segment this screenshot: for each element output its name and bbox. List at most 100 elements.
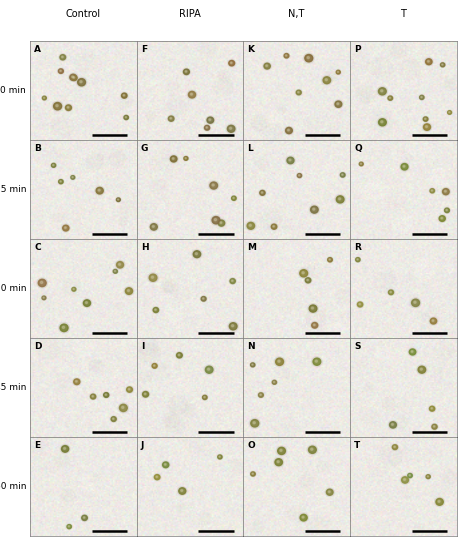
Text: 30 min: 30 min <box>0 284 26 293</box>
Circle shape <box>205 366 213 373</box>
Circle shape <box>400 162 409 171</box>
Circle shape <box>425 474 431 479</box>
Text: P: P <box>354 45 361 54</box>
Circle shape <box>73 288 74 289</box>
Circle shape <box>425 58 433 66</box>
Circle shape <box>430 189 435 193</box>
Circle shape <box>270 223 278 230</box>
Circle shape <box>60 181 61 182</box>
Circle shape <box>212 217 220 224</box>
Circle shape <box>447 110 452 115</box>
Circle shape <box>446 209 448 211</box>
Circle shape <box>417 365 427 375</box>
Circle shape <box>118 264 121 265</box>
Circle shape <box>309 305 317 312</box>
Circle shape <box>233 197 234 198</box>
Circle shape <box>231 324 234 327</box>
Circle shape <box>70 74 77 80</box>
Circle shape <box>232 196 236 201</box>
Circle shape <box>113 270 118 273</box>
Circle shape <box>119 404 127 412</box>
Circle shape <box>206 127 207 128</box>
Circle shape <box>305 54 313 62</box>
Circle shape <box>387 289 394 295</box>
Circle shape <box>41 295 46 300</box>
Text: L: L <box>247 144 253 153</box>
Circle shape <box>287 129 290 131</box>
Circle shape <box>126 386 134 393</box>
Circle shape <box>249 224 252 226</box>
Text: 60 min: 60 min <box>0 482 26 491</box>
Circle shape <box>387 95 393 101</box>
Circle shape <box>209 119 211 121</box>
Circle shape <box>379 119 386 126</box>
Circle shape <box>298 268 309 278</box>
Circle shape <box>122 93 127 98</box>
Circle shape <box>424 124 431 130</box>
Circle shape <box>300 514 307 521</box>
Circle shape <box>313 208 315 210</box>
Circle shape <box>229 278 236 285</box>
Circle shape <box>334 100 343 108</box>
Circle shape <box>98 189 100 191</box>
Circle shape <box>264 63 270 69</box>
Circle shape <box>156 476 157 478</box>
Circle shape <box>56 105 58 107</box>
Circle shape <box>152 225 154 227</box>
Circle shape <box>285 55 287 56</box>
Circle shape <box>64 104 73 112</box>
Circle shape <box>115 260 125 269</box>
Circle shape <box>58 179 64 184</box>
Circle shape <box>322 75 332 85</box>
Circle shape <box>252 473 253 474</box>
Circle shape <box>336 70 340 74</box>
Circle shape <box>60 54 66 60</box>
Text: T: T <box>354 441 360 450</box>
Circle shape <box>297 92 299 93</box>
Circle shape <box>403 165 405 167</box>
Circle shape <box>228 321 238 331</box>
Circle shape <box>71 287 77 292</box>
Circle shape <box>44 97 45 98</box>
Text: D: D <box>34 342 42 351</box>
Circle shape <box>439 216 445 222</box>
Circle shape <box>419 95 425 100</box>
Circle shape <box>73 77 75 78</box>
Circle shape <box>276 358 284 365</box>
Circle shape <box>82 515 87 521</box>
Circle shape <box>381 121 383 123</box>
Circle shape <box>226 124 236 134</box>
Circle shape <box>111 417 116 421</box>
Circle shape <box>52 101 63 111</box>
Circle shape <box>263 62 271 70</box>
Circle shape <box>420 368 422 370</box>
Circle shape <box>403 479 406 480</box>
Circle shape <box>392 424 393 425</box>
Circle shape <box>400 475 410 484</box>
Circle shape <box>63 225 69 231</box>
Circle shape <box>149 274 157 281</box>
Circle shape <box>189 92 196 98</box>
Circle shape <box>105 394 106 396</box>
Circle shape <box>123 94 125 96</box>
Circle shape <box>425 59 432 65</box>
Circle shape <box>37 278 48 288</box>
Circle shape <box>117 198 120 202</box>
Text: E: E <box>34 441 40 450</box>
Circle shape <box>273 225 274 227</box>
Circle shape <box>311 206 318 213</box>
Circle shape <box>444 190 446 192</box>
Circle shape <box>302 272 304 274</box>
Text: 45 min: 45 min <box>0 383 26 392</box>
Circle shape <box>429 405 436 412</box>
Circle shape <box>423 117 428 121</box>
Circle shape <box>184 156 188 160</box>
Circle shape <box>297 173 302 178</box>
Circle shape <box>408 473 412 478</box>
Circle shape <box>59 54 67 61</box>
Circle shape <box>247 223 255 229</box>
Circle shape <box>359 162 363 166</box>
Circle shape <box>336 70 341 75</box>
Circle shape <box>62 56 63 58</box>
Circle shape <box>51 163 56 167</box>
